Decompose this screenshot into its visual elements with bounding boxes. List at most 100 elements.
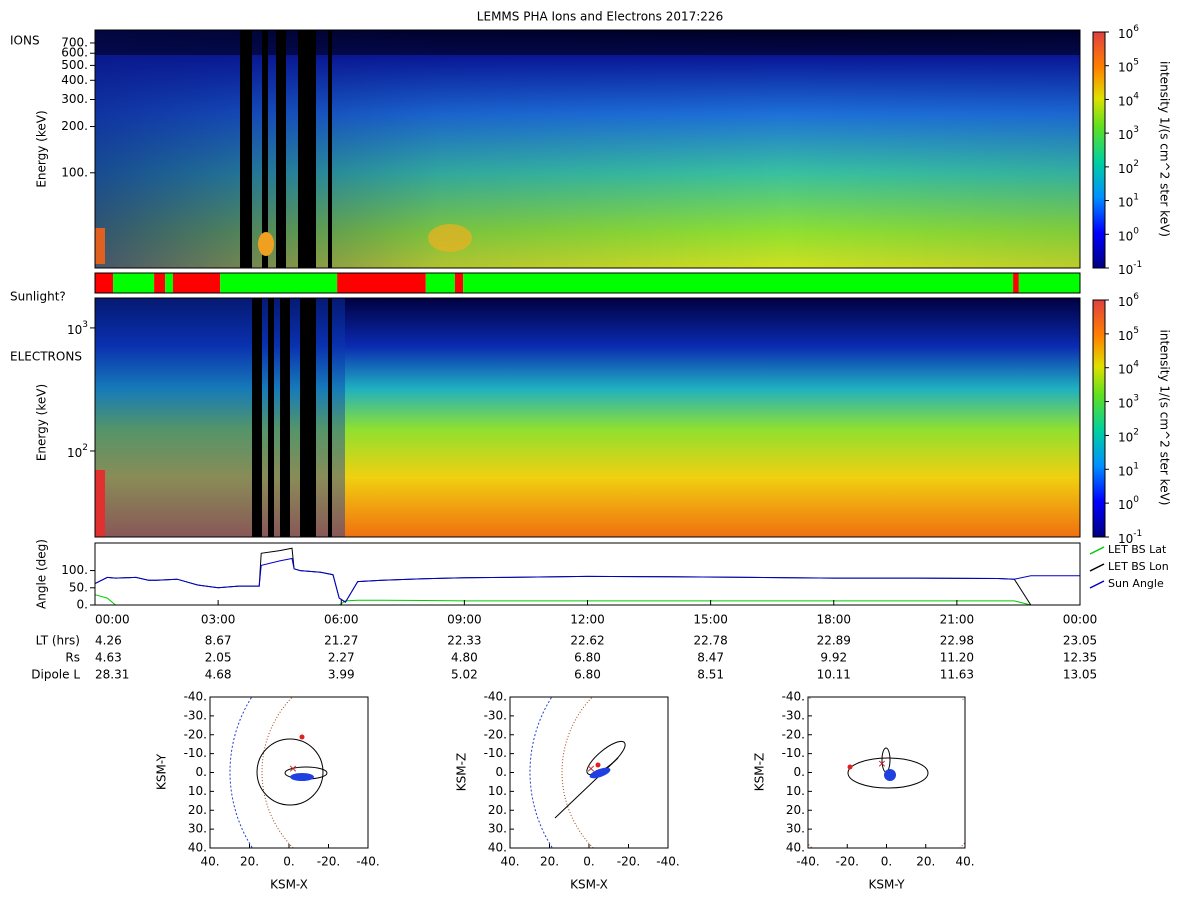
y-tick-label: 102: [67, 442, 88, 459]
y-tick-label-base: 10: [67, 322, 82, 336]
colorbar-tick-label: 10-1: [1118, 529, 1142, 546]
x-tick-label: -20.: [836, 855, 859, 869]
colorbar-tick-label-exp: 3: [1133, 393, 1139, 403]
x-tick-label: -20.: [317, 855, 340, 869]
y-tick-label: 103: [67, 319, 88, 336]
y-axis-label: Energy (keV): [35, 110, 49, 187]
sunlight-segment: [113, 273, 155, 293]
y-tick-label: 30.: [786, 822, 805, 836]
y-tick-label: -30.: [484, 708, 507, 722]
panel-label: Sunlight?: [10, 290, 66, 304]
x-axis-label: KSM-X: [270, 878, 308, 892]
y-tick-label: 20.: [488, 803, 507, 817]
ephemeris-value: 2.05: [205, 651, 232, 665]
colorbar-tick-label-base: 10: [1118, 464, 1133, 478]
ephemeris-label: LT (hrs): [36, 634, 80, 648]
y-tick-label: 10.: [188, 784, 207, 798]
orbit-yz-trace: ×: [808, 697, 965, 848]
y-tick-label: -10.: [782, 746, 805, 760]
colorbar-tick-label-base: 10: [1118, 128, 1133, 142]
y-tick-label: -40.: [484, 690, 507, 704]
colorbar: [1093, 32, 1105, 268]
sunlight-segment: [1018, 273, 1080, 293]
colorbar-tick-label-base: 10: [1118, 396, 1133, 410]
x-tick-label: 40.: [200, 855, 219, 869]
y-axis-label: KSM-Z: [455, 753, 469, 791]
ephemeris-value: 11.20: [940, 651, 974, 665]
orbit-xy-trace: ×: [229, 697, 328, 848]
colorbar-tick-label-base: 10: [1118, 328, 1133, 342]
colorbar-tick-label-base: 10: [1118, 498, 1133, 512]
orbit-xz-trace: ×: [529, 697, 626, 848]
colorbar-tick-label: 103: [1118, 393, 1139, 410]
ephemeris-value: 5.02: [451, 668, 478, 682]
ephemeris-value: 12.35: [1063, 651, 1097, 665]
x-tick-label: 20.: [540, 855, 559, 869]
colorbar-tick-label: 101: [1118, 192, 1139, 209]
sunlight-segment: [95, 273, 114, 293]
colorbar-tick-label-exp: -1: [1133, 260, 1142, 270]
x-tick-label: -40.: [656, 855, 679, 869]
y-tick-label: -40.: [184, 690, 207, 704]
colorbar-tick-label-exp: 4: [1133, 359, 1139, 369]
y-tick-label: 30.: [488, 822, 507, 836]
y-tick-label: 100.: [61, 165, 88, 179]
ephemeris-value: 4.63: [95, 651, 122, 665]
colorbar-tick-label-exp: 0: [1133, 226, 1139, 236]
ephemeris-value: 22.89: [817, 634, 851, 648]
y-tick-label: 40.: [488, 841, 507, 855]
y-tick-label: 200.: [61, 119, 88, 133]
colorbar-frame: [1092, 31, 1106, 269]
x-tick-label: 40.: [500, 855, 519, 869]
y-tick-label: 300.: [61, 92, 88, 106]
colorbar-tick-label-base: 10: [1118, 263, 1133, 277]
sunlight-segment: [425, 273, 455, 293]
legend-swatch: [1089, 580, 1105, 589]
colorbar-tick-label-exp: -1: [1133, 529, 1142, 539]
x-tick-label: 03:00: [201, 613, 236, 627]
x-tick-label: 20.: [240, 855, 259, 869]
y-axis-label: KSM-Z: [753, 753, 767, 791]
ion-spectrogram: [95, 30, 1080, 268]
y-tick-label: 400.: [61, 73, 88, 87]
ephemeris-value: 4.26: [95, 634, 122, 648]
y-tick-label-base: 10: [67, 445, 82, 459]
sunlight-segment: [165, 273, 173, 293]
colorbar-tick-label: 106: [1118, 24, 1139, 41]
y-tick-label-exp: 2: [82, 442, 88, 452]
ephemeris-value: 28.31: [95, 668, 129, 682]
y-tick-label: 10.: [488, 784, 507, 798]
electron-spectrogram: [95, 298, 1080, 537]
colorbar-tick-label: 103: [1118, 125, 1139, 142]
y-tick-label: 50.: [69, 580, 88, 594]
sunlight-segment: [154, 273, 166, 293]
colorbar-tick-label: 105: [1118, 325, 1139, 342]
sunlight-segment: [463, 273, 1014, 293]
y-tick-label: -20.: [484, 727, 507, 741]
ephemeris-value: 8.67: [205, 634, 232, 648]
colorbar-tick-label-base: 10: [1118, 532, 1133, 546]
ephemeris-value: 22.98: [940, 634, 974, 648]
colorbar-tick-label-exp: 6: [1133, 24, 1139, 34]
y-tick-label: 40.: [188, 841, 207, 855]
y-tick-label: -30.: [184, 708, 207, 722]
ephemeris-value: 22.78: [693, 634, 727, 648]
colorbar-tick-label: 102: [1118, 427, 1139, 444]
colorbar-tick-label-base: 10: [1118, 430, 1133, 444]
colorbar-label: intensity 1/(s cm^2 ster keV): [1158, 61, 1172, 237]
sunlight-segment: [337, 273, 426, 293]
colorbar-tick-label: 105: [1118, 57, 1139, 74]
colorbar-tick-label-exp: 2: [1133, 158, 1139, 168]
y-tick-label: 700.: [61, 35, 88, 49]
colorbar-tick-label: 106: [1118, 292, 1139, 309]
y-axis-label: KSM-Y: [155, 753, 169, 790]
ephemeris-value: 22.33: [447, 634, 481, 648]
x-tick-label: 18:00: [816, 613, 851, 627]
y-tick-label: 100.: [61, 563, 88, 577]
x-tick-label: 0.: [583, 855, 594, 869]
y-tick-label: 0.: [496, 765, 507, 779]
y-tick-label: -40.: [782, 690, 805, 704]
legend-label: Sun Angle: [1108, 577, 1164, 590]
colorbar-tick-label-exp: 4: [1133, 91, 1139, 101]
